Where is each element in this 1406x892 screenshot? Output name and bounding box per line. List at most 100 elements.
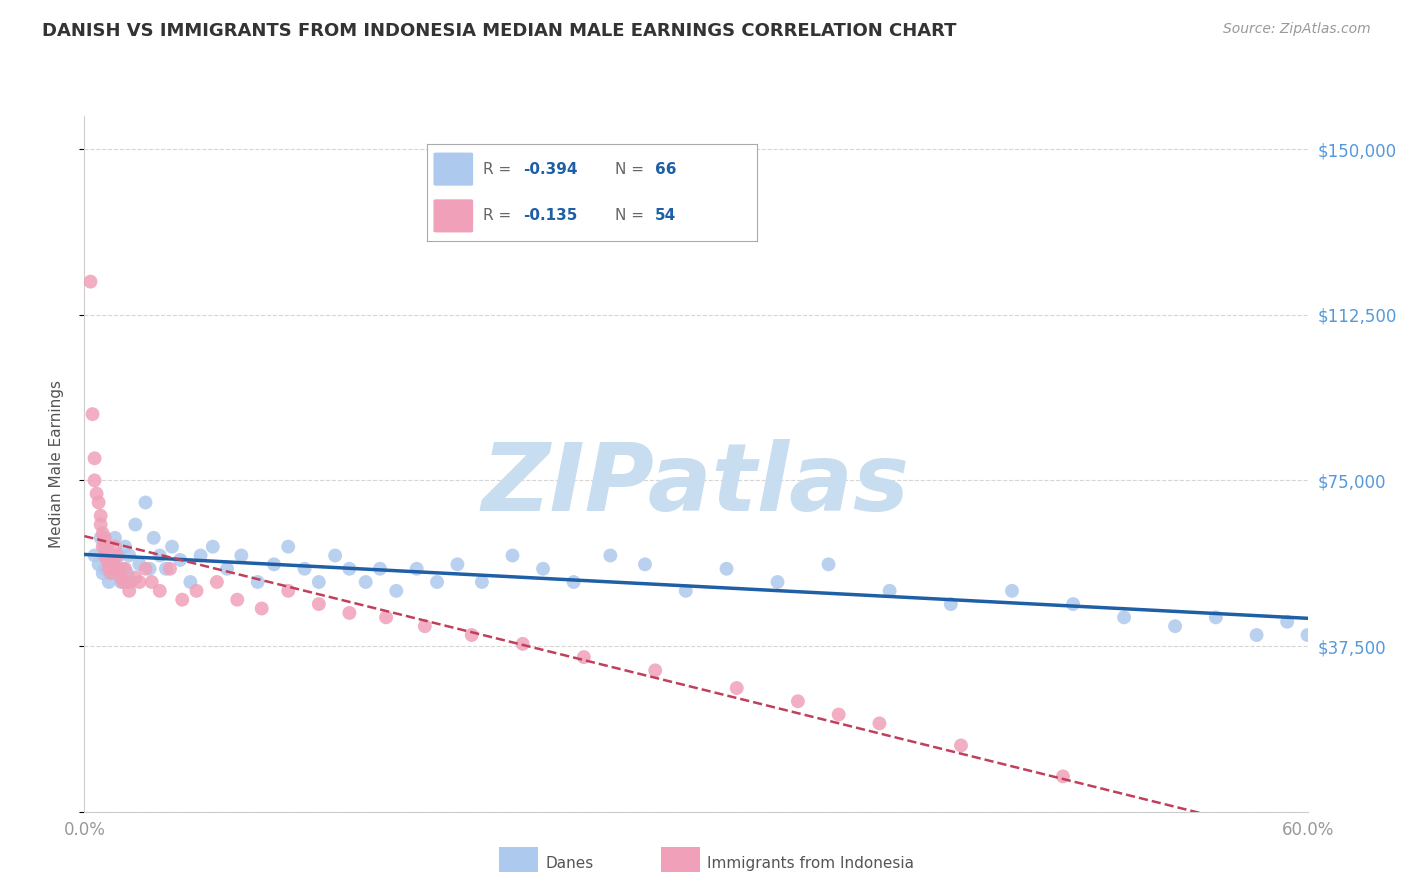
Point	[308, 574, 330, 589]
Point	[96, 540, 118, 554]
Point	[141, 574, 163, 589]
Point	[100, 566, 122, 581]
Point	[644, 664, 666, 678]
Point	[1164, 619, 1187, 633]
Point	[82, 407, 104, 421]
Point	[385, 583, 408, 598]
Point	[124, 517, 146, 532]
Text: 54: 54	[655, 209, 676, 223]
Point	[97, 549, 120, 563]
Point	[91, 566, 114, 581]
Point	[339, 562, 361, 576]
Point	[1001, 583, 1024, 598]
Point	[101, 558, 124, 572]
Point	[120, 574, 142, 589]
Point	[105, 562, 128, 576]
FancyBboxPatch shape	[433, 153, 472, 186]
Point	[118, 583, 141, 598]
Point	[231, 549, 253, 563]
Point	[512, 637, 534, 651]
Point	[599, 549, 621, 563]
FancyBboxPatch shape	[433, 199, 472, 233]
Point	[110, 571, 132, 585]
Point	[502, 549, 524, 563]
Point	[308, 597, 330, 611]
Point	[83, 474, 105, 488]
Point	[323, 549, 346, 563]
Point	[879, 583, 901, 598]
Point	[817, 558, 839, 572]
Point	[263, 558, 285, 572]
Point	[93, 562, 117, 576]
Text: N =: N =	[614, 209, 650, 223]
Point	[83, 451, 105, 466]
Point	[828, 707, 851, 722]
Point	[114, 540, 136, 554]
Text: 66: 66	[655, 161, 676, 177]
Point	[634, 558, 657, 572]
Point	[93, 531, 117, 545]
Point	[135, 495, 157, 509]
Point	[1277, 615, 1299, 629]
Point	[79, 275, 101, 289]
Point	[118, 549, 141, 563]
Point	[91, 540, 114, 554]
Point	[294, 562, 316, 576]
Point	[471, 574, 494, 589]
Point	[101, 566, 124, 581]
Point	[104, 531, 127, 545]
Point	[135, 562, 157, 576]
Point	[149, 549, 172, 563]
Point	[90, 508, 112, 523]
Point	[226, 592, 249, 607]
Point	[104, 540, 127, 554]
Point	[91, 526, 114, 541]
Point	[87, 495, 110, 509]
Point	[354, 574, 377, 589]
Point	[138, 562, 160, 576]
Point	[93, 540, 117, 554]
Point	[108, 549, 131, 563]
Point	[159, 562, 181, 576]
Point	[562, 574, 585, 589]
Point	[277, 540, 299, 554]
Point	[572, 650, 595, 665]
Point	[128, 558, 150, 572]
Point	[96, 549, 118, 563]
Point	[108, 562, 131, 576]
Point	[446, 558, 468, 572]
Point	[339, 606, 361, 620]
Point	[179, 574, 201, 589]
Point	[87, 558, 110, 572]
Point	[124, 571, 146, 585]
Point	[461, 628, 484, 642]
Point	[114, 562, 136, 576]
Point	[142, 531, 165, 545]
Point	[787, 694, 810, 708]
Point	[115, 574, 138, 589]
Text: Source: ZipAtlas.com: Source: ZipAtlas.com	[1223, 22, 1371, 37]
Point	[190, 549, 212, 563]
Point	[97, 562, 120, 576]
Text: R =: R =	[484, 209, 516, 223]
Point	[112, 574, 135, 589]
Point	[83, 549, 105, 563]
Point	[1246, 628, 1268, 642]
Point	[375, 610, 398, 624]
Point	[766, 574, 789, 589]
Point	[368, 562, 391, 576]
Point	[277, 583, 299, 598]
Point	[716, 562, 738, 576]
Point	[426, 574, 449, 589]
Point	[413, 619, 436, 633]
Point	[939, 597, 962, 611]
Point	[725, 681, 748, 695]
Point	[155, 562, 177, 576]
Point	[169, 553, 191, 567]
Point	[149, 583, 172, 598]
Point	[246, 574, 269, 589]
Text: ZIPatlas: ZIPatlas	[482, 439, 910, 531]
Point	[1052, 769, 1074, 783]
Point	[1296, 628, 1319, 642]
Point	[110, 574, 132, 589]
